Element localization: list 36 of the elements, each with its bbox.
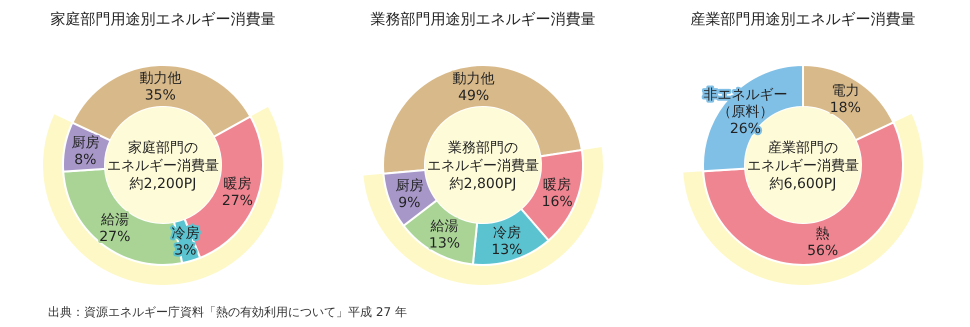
data-label: 16% <box>542 194 573 210</box>
text: 約2,800PJ <box>450 176 516 192</box>
source-note: 出典：資源エネルギー庁資料「熱の有効利用について」平成 27 年 <box>48 305 407 319</box>
data-label: 8% <box>74 152 96 168</box>
chart-title: 産業部門用途別エネルギー消費量 <box>690 10 916 28</box>
data-label: 35% <box>144 88 176 104</box>
chart-title: 家庭部門用途別エネルギー消費量 <box>50 10 276 28</box>
slice-label: 熱 <box>816 226 830 242</box>
slice-label: 厨房 <box>71 134 100 151</box>
slice-label: 非エネルギー（原料） <box>703 86 788 120</box>
data-label: 18% <box>830 100 861 116</box>
slice-label: 給湯 <box>100 212 129 228</box>
text: エネルギー消費量 <box>107 158 219 174</box>
slice-label: 電力 <box>831 82 860 99</box>
text: 業務部門の <box>448 140 518 156</box>
text: エネルギー消費量 <box>747 158 859 174</box>
data-label: 13% <box>491 242 522 258</box>
data-label: 13% <box>428 235 460 252</box>
data-label: 27% <box>99 229 130 246</box>
data-label: 49% <box>458 88 490 104</box>
chart-title: 業務部門用途別エネルギー消費量 <box>370 10 596 28</box>
data-label: 27% <box>222 193 253 209</box>
slice-label: 給湯 <box>429 218 458 234</box>
data-label: 9% <box>398 195 420 212</box>
slice-label: 厨房 <box>395 178 424 194</box>
text: 家庭部門の <box>128 140 198 156</box>
data-label: 56% <box>807 243 838 260</box>
slice-label: 動力他 <box>139 70 182 87</box>
slice-label: 冷房 <box>492 224 521 241</box>
text: エネルギー消費量 <box>427 158 539 174</box>
text: 約2,200PJ <box>130 176 196 192</box>
slice-label: 暖房 <box>543 176 572 193</box>
text: 産業部門の <box>768 140 838 156</box>
slice-label: 動力他 <box>452 71 495 88</box>
text: 約6,600PJ <box>770 176 836 192</box>
slice-label: 暖房 <box>223 176 252 192</box>
